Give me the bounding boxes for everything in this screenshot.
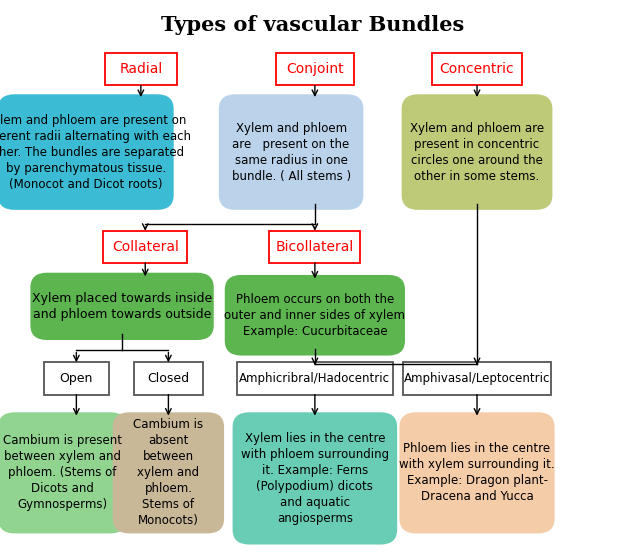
Text: Conjoint: Conjoint xyxy=(286,62,344,77)
FancyBboxPatch shape xyxy=(269,231,361,263)
FancyBboxPatch shape xyxy=(237,362,393,395)
Text: Xylem and phloem
are   present on the
same radius in one
bundle. ( All stems ): Xylem and phloem are present on the same… xyxy=(232,122,351,183)
FancyBboxPatch shape xyxy=(134,362,203,395)
Text: Bicollateral: Bicollateral xyxy=(275,240,354,254)
Text: Open: Open xyxy=(59,372,93,385)
Text: Concentric: Concentric xyxy=(439,62,515,77)
Text: Xylem and phloem are present on
different radii alternating with each
other. The: Xylem and phloem are present on differen… xyxy=(0,114,192,190)
FancyBboxPatch shape xyxy=(233,413,396,544)
FancyBboxPatch shape xyxy=(103,231,188,263)
Text: Amphivasal/Leptocentric: Amphivasal/Leptocentric xyxy=(404,372,550,385)
FancyBboxPatch shape xyxy=(432,53,522,85)
FancyBboxPatch shape xyxy=(114,413,223,533)
FancyBboxPatch shape xyxy=(31,274,213,339)
Text: Cambium is
absent
between
xylem and
phloem.
Stems of
Monocots): Cambium is absent between xylem and phlo… xyxy=(133,418,203,527)
FancyBboxPatch shape xyxy=(43,362,109,395)
FancyBboxPatch shape xyxy=(403,95,552,209)
Text: Xylem placed towards inside
and phloem towards outside: Xylem placed towards inside and phloem t… xyxy=(32,292,212,321)
Text: Cambium is present
between xylem and
phloem. (Stems of
Dicots and
Gymnosperms): Cambium is present between xylem and phl… xyxy=(3,435,122,511)
FancyBboxPatch shape xyxy=(0,95,173,209)
Text: Types of vascular Bundles: Types of vascular Bundles xyxy=(162,15,464,35)
FancyBboxPatch shape xyxy=(105,53,177,85)
FancyBboxPatch shape xyxy=(225,276,404,355)
FancyBboxPatch shape xyxy=(403,362,551,395)
Text: Radial: Radial xyxy=(119,62,163,77)
FancyBboxPatch shape xyxy=(0,413,126,533)
FancyBboxPatch shape xyxy=(401,413,553,533)
Text: Closed: Closed xyxy=(147,372,190,385)
Text: Collateral: Collateral xyxy=(112,240,178,254)
Text: Amphicribral/Hadocentric: Amphicribral/Hadocentric xyxy=(239,372,391,385)
FancyBboxPatch shape xyxy=(275,53,354,85)
Text: Phloem lies in the centre
with xylem surrounding it.
Example: Dragon plant-
Drac: Phloem lies in the centre with xylem sur… xyxy=(399,442,555,503)
Text: Phloem occurs on both the
outer and inner sides of xylem
Example: Cucurbitaceae: Phloem occurs on both the outer and inne… xyxy=(224,292,406,338)
FancyBboxPatch shape xyxy=(220,95,362,209)
Text: Xylem lies in the centre
with phloem surrounding
it. Example: Ferns
(Polypodium): Xylem lies in the centre with phloem sur… xyxy=(241,432,389,525)
Text: Xylem and phloem are
present in concentric
circles one around the
other in some : Xylem and phloem are present in concentr… xyxy=(410,122,544,183)
